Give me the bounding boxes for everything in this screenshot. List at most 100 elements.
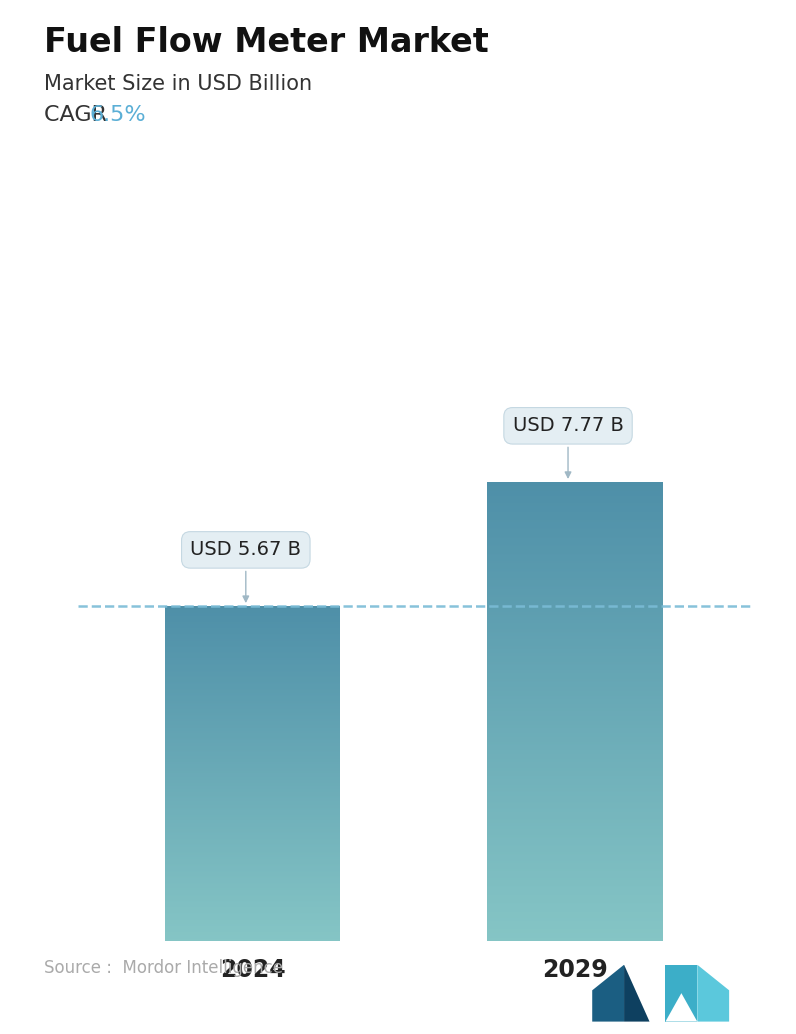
Bar	[487, 693, 662, 695]
Bar	[166, 833, 341, 834]
Bar	[487, 883, 662, 884]
Bar	[166, 771, 341, 772]
Bar	[166, 888, 341, 889]
Bar	[487, 904, 662, 906]
Bar	[487, 574, 662, 575]
Bar	[166, 856, 341, 857]
Bar	[487, 689, 662, 690]
Bar	[487, 638, 662, 639]
Bar	[487, 934, 662, 935]
Bar	[487, 519, 662, 520]
Bar	[166, 666, 341, 667]
Bar	[166, 608, 341, 609]
Bar	[166, 685, 341, 686]
Bar	[487, 705, 662, 707]
Bar	[166, 796, 341, 797]
Bar	[487, 616, 662, 618]
Bar	[487, 548, 662, 549]
Bar	[166, 847, 341, 848]
Bar	[166, 676, 341, 677]
Bar	[487, 886, 662, 887]
Bar	[487, 667, 662, 669]
Bar	[487, 813, 662, 814]
Bar	[487, 763, 662, 765]
Bar	[487, 915, 662, 916]
Bar	[487, 661, 662, 663]
Bar	[487, 635, 662, 636]
Bar	[166, 884, 341, 885]
Bar	[166, 826, 341, 827]
Bar	[166, 699, 341, 700]
Bar	[166, 658, 341, 659]
Bar	[487, 514, 662, 516]
Bar	[487, 896, 662, 899]
Bar	[166, 933, 341, 935]
Bar	[487, 559, 662, 561]
Bar	[487, 797, 662, 798]
Bar	[487, 788, 662, 789]
Bar	[487, 827, 662, 829]
Bar	[487, 704, 662, 705]
Bar	[487, 606, 662, 607]
Text: 6.5%: 6.5%	[90, 105, 146, 125]
Bar	[166, 673, 341, 674]
Bar	[166, 646, 341, 647]
Bar	[166, 921, 341, 922]
Bar	[487, 795, 662, 797]
Bar	[166, 631, 341, 632]
Bar	[166, 759, 341, 760]
Bar	[487, 829, 662, 830]
Bar	[487, 626, 662, 628]
Bar	[166, 883, 341, 884]
Bar	[166, 614, 341, 615]
Bar	[166, 823, 341, 824]
Bar	[166, 802, 341, 803]
Bar	[166, 656, 341, 657]
Bar	[166, 651, 341, 652]
Bar	[487, 722, 662, 724]
Bar	[166, 630, 341, 631]
Bar	[166, 662, 341, 663]
Bar	[487, 921, 662, 922]
Bar	[487, 619, 662, 621]
Bar	[487, 727, 662, 728]
Bar	[487, 486, 662, 488]
Bar	[166, 798, 341, 799]
Bar	[487, 843, 662, 845]
Bar	[166, 851, 341, 852]
Bar	[487, 657, 662, 658]
Bar	[487, 552, 662, 554]
Bar	[166, 642, 341, 643]
Bar	[487, 597, 662, 598]
Bar	[487, 690, 662, 692]
Bar	[487, 865, 662, 868]
Bar	[166, 734, 341, 735]
Bar	[166, 740, 341, 741]
Bar	[166, 937, 341, 938]
Bar	[487, 488, 662, 489]
Bar	[166, 612, 341, 614]
Polygon shape	[665, 993, 697, 1022]
Bar	[487, 561, 662, 562]
Bar	[487, 851, 662, 852]
Bar	[166, 722, 341, 723]
Bar	[487, 785, 662, 787]
Bar	[166, 929, 341, 930]
Bar	[487, 734, 662, 736]
Bar	[487, 826, 662, 827]
Bar	[166, 704, 341, 705]
Bar	[166, 718, 341, 719]
Bar	[166, 925, 341, 926]
Bar	[166, 643, 341, 644]
Bar	[166, 932, 341, 933]
Bar	[487, 900, 662, 902]
Bar	[487, 910, 662, 912]
Bar	[487, 523, 662, 524]
Bar	[487, 756, 662, 757]
Bar	[166, 908, 341, 909]
Bar	[166, 914, 341, 915]
Bar	[487, 596, 662, 597]
Bar	[166, 875, 341, 876]
Bar	[166, 816, 341, 817]
Bar	[166, 858, 341, 859]
